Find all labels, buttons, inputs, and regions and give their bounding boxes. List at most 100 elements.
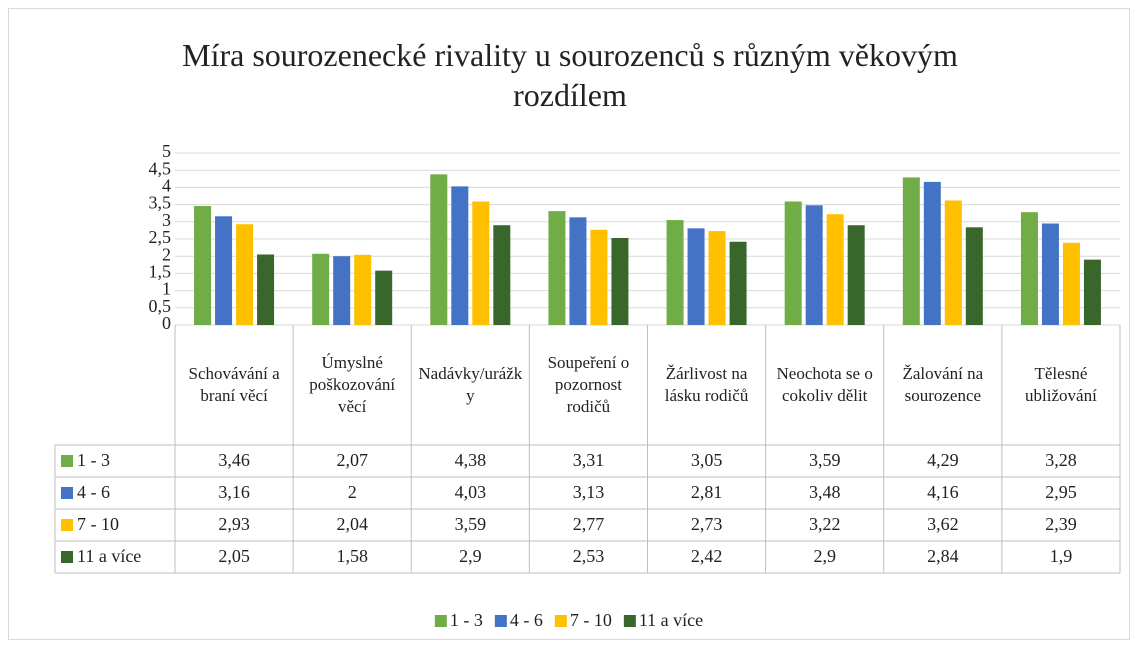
x-tick-label: Žalování na sourozence bbox=[902, 363, 984, 405]
table-row-label: 11 a více bbox=[77, 546, 141, 566]
category-cell: Neochota se o cokoliv dělit bbox=[776, 363, 873, 405]
category-cell: Nadávky/urážky bbox=[418, 363, 523, 405]
table-value: 3,28 bbox=[1045, 450, 1077, 470]
bar bbox=[1041, 223, 1059, 325]
legend-key bbox=[494, 615, 507, 627]
y-tick-label: 5 bbox=[162, 141, 171, 161]
table-value: 2,84 bbox=[927, 546, 959, 566]
y-tick-label: 1 bbox=[162, 279, 171, 299]
bar bbox=[215, 216, 233, 325]
table-value: 2,05 bbox=[218, 546, 250, 566]
table-value: 2,9 bbox=[813, 546, 836, 566]
bar bbox=[944, 200, 962, 325]
table-value: 2,07 bbox=[336, 450, 368, 470]
table-value: 2,42 bbox=[691, 546, 723, 566]
table-value: 3,16 bbox=[218, 482, 250, 502]
table-value: 3,48 bbox=[809, 482, 841, 502]
legend-key bbox=[623, 615, 636, 627]
category-cell: Soupeření o pozornost rodičů bbox=[547, 352, 630, 417]
table-value: 1,58 bbox=[336, 546, 368, 566]
table-value: 4,16 bbox=[927, 482, 959, 502]
bar bbox=[1020, 212, 1038, 325]
table-value: 3,59 bbox=[809, 450, 841, 470]
bar bbox=[1083, 259, 1101, 325]
table-value: 2,9 bbox=[459, 546, 482, 566]
bar bbox=[430, 174, 448, 325]
bar bbox=[493, 225, 511, 325]
bar bbox=[590, 229, 608, 325]
bar bbox=[666, 220, 684, 325]
bar bbox=[902, 177, 920, 325]
legend-label: 11 a více bbox=[639, 610, 703, 630]
y-tick-label: 3 bbox=[162, 210, 171, 230]
bar bbox=[548, 211, 566, 325]
table-value: 4,29 bbox=[927, 450, 959, 470]
x-tick-label: Neochota se o cokoliv dělit bbox=[776, 363, 873, 405]
legend-key bbox=[434, 615, 447, 627]
table-value: 2 bbox=[348, 482, 357, 502]
table-value: 2,93 bbox=[218, 514, 250, 534]
bar bbox=[965, 227, 983, 325]
table-value: 2,39 bbox=[1045, 514, 1077, 534]
x-tick-label: Schovávání a braní věcí bbox=[188, 363, 280, 405]
bar bbox=[729, 241, 747, 325]
table-value: 3,31 bbox=[573, 450, 605, 470]
category-cell: Úmyslné poškozování věcí bbox=[309, 352, 396, 417]
legend-label: 4 - 6 bbox=[510, 610, 543, 630]
x-tick-label: Soupeření o pozornost rodičů bbox=[547, 352, 630, 417]
bar bbox=[312, 253, 330, 325]
table-value: 3,59 bbox=[455, 514, 487, 534]
y-tick-label: 1,5 bbox=[149, 262, 172, 282]
table-value: 2,95 bbox=[1045, 482, 1077, 502]
table-value: 2,81 bbox=[691, 482, 723, 502]
table-row-label: 4 - 6 bbox=[77, 482, 110, 502]
y-tick-label: 3,5 bbox=[149, 193, 172, 213]
y-tick-label: 2,5 bbox=[149, 227, 172, 247]
bar bbox=[708, 231, 726, 325]
table-value: 3,62 bbox=[927, 514, 959, 534]
x-tick-label: Úmyslné poškozování věcí bbox=[309, 352, 396, 417]
table-value: 3,22 bbox=[809, 514, 841, 534]
bar bbox=[354, 254, 372, 325]
table-row-label: 7 - 10 bbox=[77, 514, 119, 534]
x-tick-label: Tělesné ubližování bbox=[1025, 363, 1097, 405]
legend-key bbox=[61, 455, 73, 467]
chart-title: Míra sourozenecké rivality u sourozenců … bbox=[182, 37, 958, 113]
bar bbox=[236, 224, 254, 325]
category-cell: Tělesné ubližování bbox=[1025, 363, 1097, 405]
table-value: 4,03 bbox=[455, 482, 487, 502]
bar bbox=[194, 205, 212, 325]
table-value: 3,46 bbox=[218, 450, 250, 470]
bar bbox=[333, 256, 351, 325]
legend-label: 1 - 3 bbox=[450, 610, 483, 630]
bar bbox=[805, 205, 823, 325]
table-value: 3,05 bbox=[691, 450, 723, 470]
title-box: Míra sourozenecké rivality u sourozenců … bbox=[182, 37, 958, 113]
x-tick-label: Nadávky/urážky bbox=[418, 363, 523, 405]
y-tick-label: 0 bbox=[162, 313, 171, 333]
bar bbox=[472, 201, 490, 325]
table-value: 4,38 bbox=[455, 450, 487, 470]
y-tick-label: 4 bbox=[162, 176, 171, 196]
bar bbox=[923, 181, 941, 325]
legend-label: 7 - 10 bbox=[570, 610, 612, 630]
category-cell: Žárlivost na lásku rodičů bbox=[665, 364, 749, 405]
bar bbox=[1062, 242, 1080, 325]
y-tick-label: 4,5 bbox=[149, 158, 172, 178]
legend-key bbox=[554, 615, 567, 627]
legend-key bbox=[61, 487, 73, 499]
table-value: 2,53 bbox=[573, 546, 605, 566]
bar bbox=[611, 237, 629, 325]
bar bbox=[375, 270, 393, 325]
bar bbox=[257, 254, 275, 325]
bar bbox=[687, 228, 705, 325]
y-tick-label: 2 bbox=[162, 244, 171, 264]
legend-key bbox=[61, 551, 73, 563]
y-tick-label: 0,5 bbox=[149, 296, 172, 316]
bar bbox=[784, 201, 802, 325]
legend-key bbox=[61, 519, 73, 531]
table-value: 2,04 bbox=[336, 514, 368, 534]
bar bbox=[451, 186, 469, 325]
table-value: 2,77 bbox=[573, 514, 605, 534]
